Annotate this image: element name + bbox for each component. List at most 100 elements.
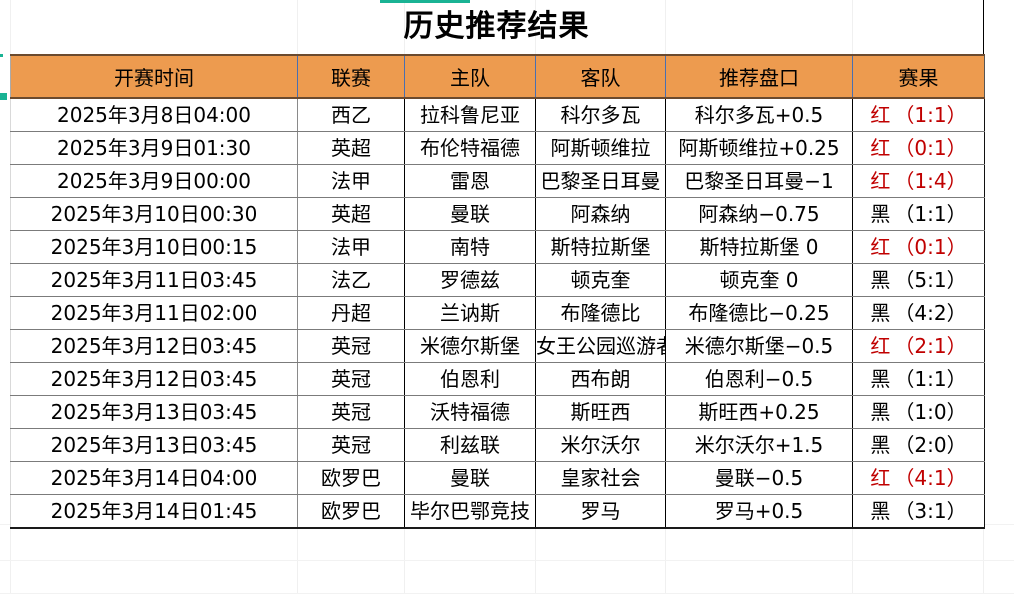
- column-header-result[interactable]: 赛果: [852, 54, 985, 99]
- cell-time[interactable]: 2025年3月13日03:45: [10, 395, 298, 429]
- table-row[interactable]: 2025年3月8日04:00 西乙 拉科鲁尼亚 科尔多瓦 科尔多瓦+0.5 红（1:1）: [10, 98, 985, 132]
- cell-home[interactable]: 南特: [404, 230, 536, 264]
- cell-home[interactable]: 曼联: [404, 197, 536, 231]
- cell-time[interactable]: 2025年3月10日00:30: [10, 197, 298, 231]
- cell-odds[interactable]: 米德尔斯堡−0.5: [665, 329, 853, 363]
- cell-league[interactable]: 法甲: [297, 230, 405, 264]
- cell-home[interactable]: 毕尔巴鄂竞技: [404, 494, 536, 529]
- table-row[interactable]: 2025年3月12日03:45 英冠 伯恩利 西布朗 伯恩利−0.5 黑（1:1）: [10, 362, 985, 396]
- cell-odds[interactable]: 顿克奎 0: [665, 263, 853, 297]
- cell-time[interactable]: 2025年3月14日01:45: [10, 494, 298, 529]
- cell-away[interactable]: 顿克奎: [535, 263, 666, 297]
- cell-time[interactable]: 2025年3月9日00:00: [10, 164, 298, 198]
- cell-time[interactable]: 2025年3月11日02:00: [10, 296, 298, 330]
- cell-odds[interactable]: 罗马+0.5: [665, 494, 853, 529]
- cell-result[interactable]: 红（2:1）: [852, 329, 985, 363]
- cell-away[interactable]: 阿斯顿维拉: [535, 131, 666, 165]
- cell-odds[interactable]: 科尔多瓦+0.5: [665, 98, 853, 132]
- cell-result[interactable]: 红（0:1）: [852, 230, 985, 264]
- cell-league[interactable]: 英超: [297, 131, 405, 165]
- table-row[interactable]: 2025年3月10日00:15 法甲 南特 斯特拉斯堡 斯特拉斯堡 0 红（0:1）: [10, 230, 985, 264]
- cell-league[interactable]: 英冠: [297, 362, 405, 396]
- cell-odds[interactable]: 巴黎圣日耳曼−1: [665, 164, 853, 198]
- cell-time[interactable]: 2025年3月12日03:45: [10, 329, 298, 363]
- cell-odds[interactable]: 斯旺西+0.25: [665, 395, 853, 429]
- column-header-away[interactable]: 客队: [535, 54, 666, 99]
- cell-time[interactable]: 2025年3月13日03:45: [10, 428, 298, 462]
- column-header-odds[interactable]: 推荐盘口: [665, 54, 853, 99]
- cell-away[interactable]: 布隆德比: [535, 296, 666, 330]
- table-row[interactable]: 2025年3月13日03:45 英冠 沃特福德 斯旺西 斯旺西+0.25 黑（1:0）: [10, 395, 985, 429]
- column-header-league[interactable]: 联赛: [297, 54, 405, 99]
- cell-league[interactable]: 法乙: [297, 263, 405, 297]
- cell-home[interactable]: 兰讷斯: [404, 296, 536, 330]
- cell-away[interactable]: 米尔沃尔: [535, 428, 666, 462]
- cell-time[interactable]: 2025年3月12日03:45: [10, 362, 298, 396]
- cell-league[interactable]: 英冠: [297, 329, 405, 363]
- table-row[interactable]: 2025年3月10日00:30 英超 曼联 阿森纳 阿森纳−0.75 黑（1:1）: [10, 197, 985, 231]
- table-row[interactable]: 2025年3月11日02:00 丹超 兰讷斯 布隆德比 布隆德比−0.25 黑（4:2）: [10, 296, 985, 330]
- cell-odds[interactable]: 阿森纳−0.75: [665, 197, 853, 231]
- cell-away[interactable]: 科尔多瓦: [535, 98, 666, 132]
- cell-home[interactable]: 利兹联: [404, 428, 536, 462]
- cell-league[interactable]: 欧罗巴: [297, 461, 405, 495]
- cell-result[interactable]: 黑（5:1）: [852, 263, 985, 297]
- cell-away[interactable]: 罗马: [535, 494, 666, 529]
- cell-odds[interactable]: 阿斯顿维拉+0.25: [665, 131, 853, 165]
- cell-odds[interactable]: 伯恩利−0.5: [665, 362, 853, 396]
- cell-time[interactable]: 2025年3月10日00:15: [10, 230, 298, 264]
- cell-time[interactable]: 2025年3月8日04:00: [10, 98, 298, 132]
- cell-away[interactable]: 巴黎圣日耳曼: [535, 164, 666, 198]
- table-row[interactable]: 2025年3月9日00:00 法甲 雷恩 巴黎圣日耳曼 巴黎圣日耳曼−1 红（1:4）: [10, 164, 985, 198]
- selection-handle-top[interactable]: [380, 0, 470, 3]
- cell-league[interactable]: 英冠: [297, 428, 405, 462]
- cell-home[interactable]: 沃特福德: [404, 395, 536, 429]
- cell-result[interactable]: 红（1:4）: [852, 164, 985, 198]
- cell-result[interactable]: 黑（1:0）: [852, 395, 985, 429]
- cell-result[interactable]: 黑（1:1）: [852, 197, 985, 231]
- cell-odds[interactable]: 斯特拉斯堡 0: [665, 230, 853, 264]
- cell-home[interactable]: 拉科鲁尼亚: [404, 98, 536, 132]
- cell-league[interactable]: 欧罗巴: [297, 494, 405, 529]
- cell-result[interactable]: 黑（4:2）: [852, 296, 985, 330]
- cell-time[interactable]: 2025年3月9日01:30: [10, 131, 298, 165]
- cell-league[interactable]: 英超: [297, 197, 405, 231]
- cell-away[interactable]: 西布朗: [535, 362, 666, 396]
- column-header-home[interactable]: 主队: [404, 54, 536, 99]
- table-row[interactable]: 2025年3月13日03:45 英冠 利兹联 米尔沃尔 米尔沃尔+1.5 黑（2:0）: [10, 428, 985, 462]
- cell-home[interactable]: 米德尔斯堡: [404, 329, 536, 363]
- cell-odds[interactable]: 布隆德比−0.25: [665, 296, 853, 330]
- cell-home[interactable]: 布伦特福德: [404, 131, 536, 165]
- table-row[interactable]: 2025年3月9日01:30 英超 布伦特福德 阿斯顿维拉 阿斯顿维拉+0.25 红（0:…: [10, 131, 985, 165]
- cell-home[interactable]: 伯恩利: [404, 362, 536, 396]
- table-row[interactable]: 2025年3月11日03:45 法乙 罗德兹 顿克奎 顿克奎 0 黑（5:1）: [10, 263, 985, 297]
- cell-odds[interactable]: 米尔沃尔+1.5: [665, 428, 853, 462]
- cell-home[interactable]: 罗德兹: [404, 263, 536, 297]
- cell-away[interactable]: 女王公园巡游者: [535, 329, 666, 363]
- column-header-time[interactable]: 开赛时间: [10, 54, 298, 99]
- table-row[interactable]: 2025年3月14日04:00 欧罗巴 曼联 皇家社会 曼联−0.5 红（4:1）: [10, 461, 985, 495]
- cell-time[interactable]: 2025年3月14日04:00: [10, 461, 298, 495]
- cell-result[interactable]: 黑（2:0）: [852, 428, 985, 462]
- cell-home[interactable]: 曼联: [404, 461, 536, 495]
- selection-handle-left[interactable]: [0, 93, 7, 100]
- cell-result[interactable]: 红（1:1）: [852, 98, 985, 132]
- cell-league[interactable]: 英冠: [297, 395, 405, 429]
- cell-time[interactable]: 2025年3月11日03:45: [10, 263, 298, 297]
- cell-league[interactable]: 丹超: [297, 296, 405, 330]
- cell-away[interactable]: 斯特拉斯堡: [535, 230, 666, 264]
- cell-result[interactable]: 黑（1:1）: [852, 362, 985, 396]
- table-row[interactable]: 2025年3月12日03:45 英冠 米德尔斯堡 女王公园巡游者 米德尔斯堡−0.5 红（…: [10, 329, 985, 363]
- cell-away[interactable]: 皇家社会: [535, 461, 666, 495]
- cell-odds[interactable]: 曼联−0.5: [665, 461, 853, 495]
- cell-away[interactable]: 阿森纳: [535, 197, 666, 231]
- cell-home[interactable]: 雷恩: [404, 164, 536, 198]
- cell-league[interactable]: 法甲: [297, 164, 405, 198]
- cell-away[interactable]: 斯旺西: [535, 395, 666, 429]
- table-row[interactable]: 2025年3月14日01:45 欧罗巴 毕尔巴鄂竞技 罗马 罗马+0.5 黑（3:1）: [10, 494, 985, 529]
- cell-result[interactable]: 红（4:1）: [852, 461, 985, 495]
- cell-result[interactable]: 红（0:1）: [852, 131, 985, 165]
- selection-handle-left-secondary[interactable]: [0, 54, 3, 57]
- cell-result[interactable]: 黑（3:1）: [852, 494, 985, 529]
- cell-league[interactable]: 西乙: [297, 98, 405, 132]
